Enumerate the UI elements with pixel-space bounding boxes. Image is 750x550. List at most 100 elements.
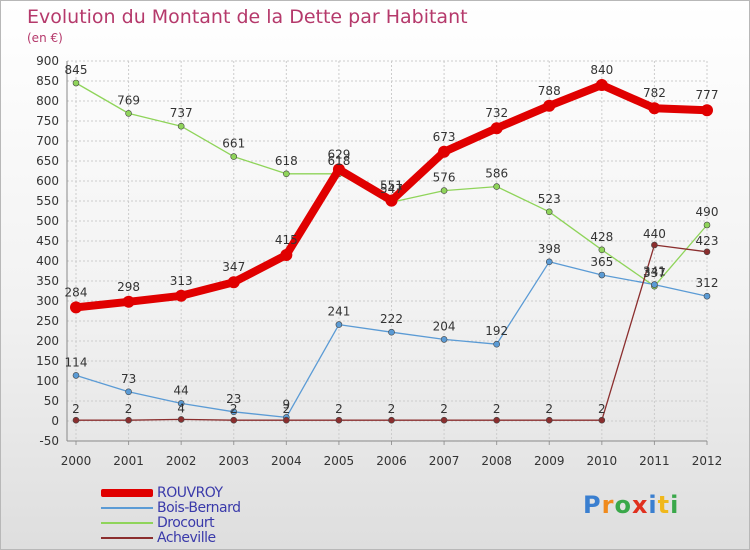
x-tick-label: 2005: [324, 454, 355, 468]
y-tick-label: 650: [36, 154, 59, 168]
x-tick-label: 2010: [587, 454, 618, 468]
data-point: [440, 416, 448, 424]
data-label: 423: [696, 234, 719, 248]
y-tick-label: 900: [36, 54, 59, 68]
data-point: [598, 416, 606, 424]
data-label: 347: [222, 260, 245, 274]
data-point: [388, 416, 395, 424]
x-tick-label: 2007: [429, 454, 460, 468]
chart-title: Evolution du Montant de la Dette par Hab…: [27, 6, 468, 28]
data-label: 769: [117, 93, 140, 107]
data-label: 23: [226, 392, 241, 406]
x-tick-label: 2003: [218, 454, 249, 468]
data-point: [230, 416, 238, 424]
logo-letter: t: [657, 491, 671, 519]
data-label: 629: [327, 147, 350, 161]
data-label: 4: [177, 401, 185, 415]
data-point: [280, 249, 293, 261]
y-tick-label: 300: [36, 294, 59, 308]
y-tick-label: 50: [44, 394, 59, 408]
data-point: [595, 79, 608, 91]
data-point: [703, 248, 711, 256]
y-tick-label: 400: [36, 254, 59, 268]
logo-letter: i: [648, 491, 658, 519]
y-tick-label: 200: [36, 334, 59, 348]
data-point: [72, 416, 80, 424]
y-tick-label: 450: [36, 234, 59, 248]
data-point: [230, 153, 238, 160]
data-label: 2: [440, 402, 448, 416]
axis-layer: -50 0 50 100 150 200 250 300 350 400 450 500 550 600 6…: [36, 54, 722, 468]
data-point: [335, 416, 343, 424]
data-point: [125, 416, 132, 424]
legend-swatch-acheville: [101, 536, 153, 539]
legend-label: Acheville: [157, 529, 216, 546]
data-label: 661: [222, 137, 245, 151]
data-point: [490, 122, 503, 135]
data-label: 365: [590, 255, 613, 269]
data-label: 398: [538, 242, 561, 256]
logo-letter: r: [601, 491, 615, 519]
data-label: 618: [327, 154, 350, 168]
data-label: 2: [125, 402, 133, 416]
data-point: [545, 208, 553, 216]
legend-item-bois-bernard[interactable]: Bois-Bernard: [101, 500, 241, 516]
data-label: 523: [538, 192, 561, 206]
data-label: 547: [380, 182, 403, 196]
data-label: 673: [433, 130, 456, 144]
data-point: [493, 340, 500, 348]
data-point: [493, 183, 500, 190]
legend-label: Drocourt: [157, 514, 215, 531]
data-point: [283, 416, 290, 424]
y-tick-label: 550: [36, 194, 59, 208]
data-point: [440, 187, 448, 194]
legend-item-drocourt[interactable]: Drocourt: [101, 514, 240, 531]
x-tick-label: 2002: [166, 454, 197, 468]
data-label: 845: [65, 63, 88, 77]
data-label: 2: [335, 402, 343, 416]
data-label: 284: [65, 285, 88, 299]
data-label: 298: [117, 280, 140, 294]
x-tick-label: 2012: [692, 454, 723, 468]
data-point: [598, 271, 606, 279]
data-point: [227, 276, 240, 289]
data-label: 732: [485, 106, 508, 120]
chart-subtitle: (en €): [27, 31, 63, 45]
data-point: [703, 292, 711, 300]
x-tick-label: 2006: [376, 454, 407, 468]
data-label: 737: [170, 106, 193, 120]
data-point: [283, 170, 290, 178]
logo-letter: i: [670, 491, 680, 519]
proxiti-logo: Proxiti: [583, 491, 679, 519]
data-label: 840: [590, 63, 613, 77]
legend-swatch-bois-bernard: [101, 506, 153, 509]
legend-item-acheville[interactable]: Acheville: [101, 529, 240, 546]
y-tick-label: 700: [36, 134, 59, 148]
y-tick-label: 500: [36, 214, 59, 228]
y-tick-label: 0: [51, 414, 59, 428]
y-tick-label: 600: [36, 174, 59, 188]
x-tick-label: 2001: [113, 454, 144, 468]
data-point: [70, 301, 82, 314]
legend-label: ROUVROY: [157, 484, 223, 501]
x-tick-label: 2009: [534, 454, 565, 468]
legend-swatch-drocourt: [101, 521, 153, 524]
data-label: 2: [230, 402, 238, 416]
legend-swatch-rouvroy: [101, 488, 153, 497]
y-tick-label: 850: [36, 74, 59, 88]
x-tick-label: 2000: [61, 454, 92, 468]
data-point: [335, 321, 343, 328]
data-label: 313: [170, 274, 193, 288]
data-point: [385, 194, 398, 207]
legend-item-rouvroy[interactable]: ROUVROY: [101, 484, 240, 501]
data-label: 551: [380, 179, 403, 193]
data-point: [543, 99, 556, 112]
y-tick-label: 750: [36, 114, 59, 128]
data-label: 2: [545, 402, 553, 416]
data-label: 490: [696, 205, 719, 219]
data-point: [703, 221, 711, 229]
y-tick-label: -50: [39, 434, 59, 448]
data-point: [230, 408, 238, 416]
y-tick-label: 250: [36, 314, 59, 328]
